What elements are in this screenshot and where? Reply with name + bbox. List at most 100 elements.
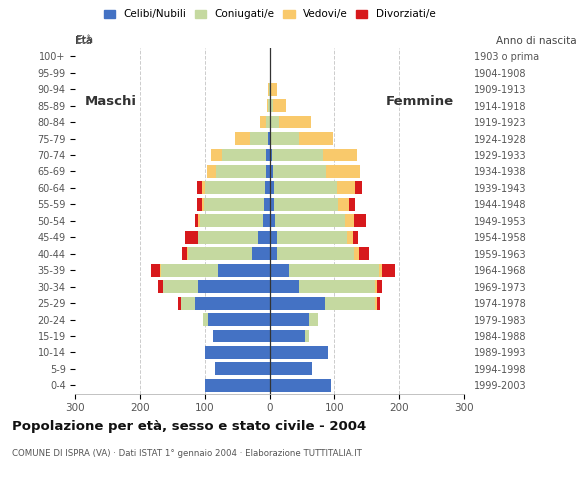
Bar	[270, 231, 277, 244]
Bar	[289, 264, 379, 276]
Bar	[277, 231, 347, 244]
Bar	[270, 215, 275, 227]
Bar	[205, 181, 264, 194]
Bar	[299, 280, 375, 293]
Bar	[270, 148, 272, 161]
Bar	[151, 264, 160, 276]
Bar	[267, 99, 269, 112]
Bar	[185, 231, 198, 244]
Text: Anno di nascita: Anno di nascita	[496, 36, 577, 46]
Bar	[326, 165, 360, 178]
Bar	[353, 231, 358, 244]
Bar	[195, 297, 270, 310]
Bar	[270, 247, 277, 260]
Bar	[269, 83, 270, 96]
Bar	[202, 181, 205, 194]
Bar	[273, 99, 286, 112]
Bar	[309, 313, 318, 326]
Bar	[270, 264, 289, 276]
Bar	[213, 330, 270, 342]
Bar	[207, 165, 216, 178]
Bar	[205, 346, 270, 359]
Bar	[251, 132, 269, 145]
Text: Popolazione per età, sesso e stato civile - 2004: Popolazione per età, sesso e stato civil…	[12, 420, 366, 433]
Bar	[216, 165, 266, 178]
Bar	[215, 362, 270, 375]
Bar	[197, 198, 202, 211]
Bar	[270, 362, 312, 375]
Bar	[269, 99, 270, 112]
Bar	[270, 165, 273, 178]
Bar	[337, 181, 355, 194]
Bar	[305, 330, 309, 342]
Bar	[269, 132, 270, 145]
Bar	[203, 313, 208, 326]
Bar	[379, 264, 382, 276]
Bar	[347, 231, 353, 244]
Bar	[349, 198, 354, 211]
Bar	[160, 264, 161, 276]
Bar	[205, 379, 270, 392]
Bar	[354, 215, 365, 227]
Bar	[275, 215, 345, 227]
Bar	[345, 215, 354, 227]
Bar	[202, 198, 204, 211]
Bar	[264, 181, 270, 194]
Bar	[204, 198, 264, 211]
Bar	[195, 215, 198, 227]
Bar	[264, 198, 270, 211]
Bar	[272, 148, 323, 161]
Bar	[375, 280, 376, 293]
Bar	[359, 247, 369, 260]
Text: Femmine: Femmine	[386, 96, 454, 108]
Bar	[235, 132, 251, 145]
Bar	[274, 198, 338, 211]
Bar	[270, 181, 274, 194]
Bar	[382, 264, 395, 276]
Legend: Celibi/Nubili, Coniugati/e, Vedovi/e, Divorziati/e: Celibi/Nubili, Coniugati/e, Vedovi/e, Di…	[100, 5, 440, 24]
Bar	[266, 165, 270, 178]
Bar	[270, 379, 331, 392]
Bar	[270, 330, 305, 342]
Text: COMUNE DI ISPRA (VA) · Dati ISTAT 1° gennaio 2004 · Elaborazione TUTTITALIA.IT: COMUNE DI ISPRA (VA) · Dati ISTAT 1° gen…	[12, 449, 361, 458]
Bar	[161, 264, 218, 276]
Bar	[181, 297, 195, 310]
Bar	[198, 215, 200, 227]
Bar	[270, 66, 271, 79]
Bar	[270, 346, 328, 359]
Bar	[258, 231, 270, 244]
Bar	[218, 264, 270, 276]
Bar	[299, 132, 333, 145]
Bar	[208, 313, 270, 326]
Text: Età: Età	[75, 36, 92, 46]
Bar	[277, 247, 354, 260]
Bar	[271, 132, 299, 145]
Bar	[198, 280, 270, 293]
Bar	[376, 297, 380, 310]
Bar	[274, 181, 337, 194]
Bar	[354, 247, 359, 260]
Bar	[355, 181, 362, 194]
Bar	[323, 148, 357, 161]
Bar	[198, 231, 258, 244]
Bar	[271, 83, 277, 96]
Bar	[182, 247, 187, 260]
Bar	[211, 148, 222, 161]
Bar	[260, 116, 266, 129]
Bar	[270, 83, 271, 96]
Bar	[188, 247, 252, 260]
Bar	[197, 181, 202, 194]
Text: Età: Età	[75, 35, 93, 45]
Text: Maschi: Maschi	[85, 96, 137, 108]
Bar	[270, 99, 273, 112]
Bar	[325, 297, 375, 310]
Bar	[270, 313, 309, 326]
Bar	[263, 215, 270, 227]
Bar	[266, 116, 270, 129]
Bar	[375, 297, 376, 310]
Bar	[270, 198, 274, 211]
Bar	[270, 297, 325, 310]
Bar	[163, 280, 198, 293]
Bar	[187, 247, 188, 260]
Bar	[270, 116, 280, 129]
